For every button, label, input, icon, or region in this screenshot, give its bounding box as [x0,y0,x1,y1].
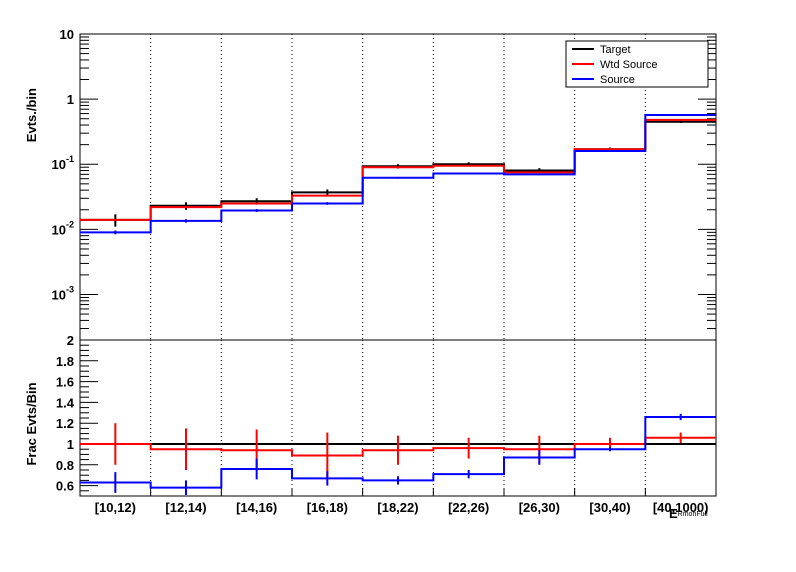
bottom-panel: 0.6 0.8 1 1.2 1.4 1.6 1.8 2 Frac Evts/Bin [10,12)… [24,333,717,521]
legend-label-source: Source [600,74,635,86]
bottom-y-tick-label: 1.8 [56,354,74,369]
bottom-y-tick-label: 0.6 [56,479,74,494]
x-category-label: [26,30) [519,500,560,515]
top-y-tick-label: 10-2 [52,219,74,237]
x-axis-label: ERmonFull [669,506,708,521]
bottom-y-tick-label: 1.2 [56,416,74,431]
top-panel: 10-3 10-2 10-1 1 10 Evts./bin Target Wtd Source… [24,27,717,341]
x-category-label: [12,14) [165,500,206,515]
bottom-y-tick-label: 1.6 [56,375,74,390]
bottom-y-tick-label: 1 [67,437,74,452]
top-y-tick-label: 10-1 [52,154,74,172]
x-category-label: [30,40) [589,500,630,515]
bottom-frame [79,339,717,497]
bottom-y-tick-label: 0.8 [56,458,74,473]
bottom-y-tick-label: 2 [67,333,74,348]
x-category-label: [18,22) [377,500,418,515]
top-series-wtd-source [80,118,716,221]
top-y-axis-label: Evts./bin [24,88,39,142]
top-series-source [80,114,716,234]
x-category-label: [22,26) [448,500,489,515]
x-category-label: [14,16) [236,500,277,515]
top-y-tick-label: 1 [67,92,74,107]
bottom-y-axis-label: Frac Evts/Bin [24,382,39,465]
legend-label-target: Target [600,44,631,56]
x-category-label: [40,1000) [653,500,709,515]
top-series-target [80,120,716,221]
top-y-tick-label: 10 [60,27,74,42]
legend-label-wtd-source: Wtd Source [600,59,657,71]
bottom-y-tick-label: 1.4 [56,395,75,410]
x-category-label: [16,18) [307,500,348,515]
x-category-label: [10,12) [95,500,136,515]
top-y-tick-label: 10-3 [52,284,74,302]
